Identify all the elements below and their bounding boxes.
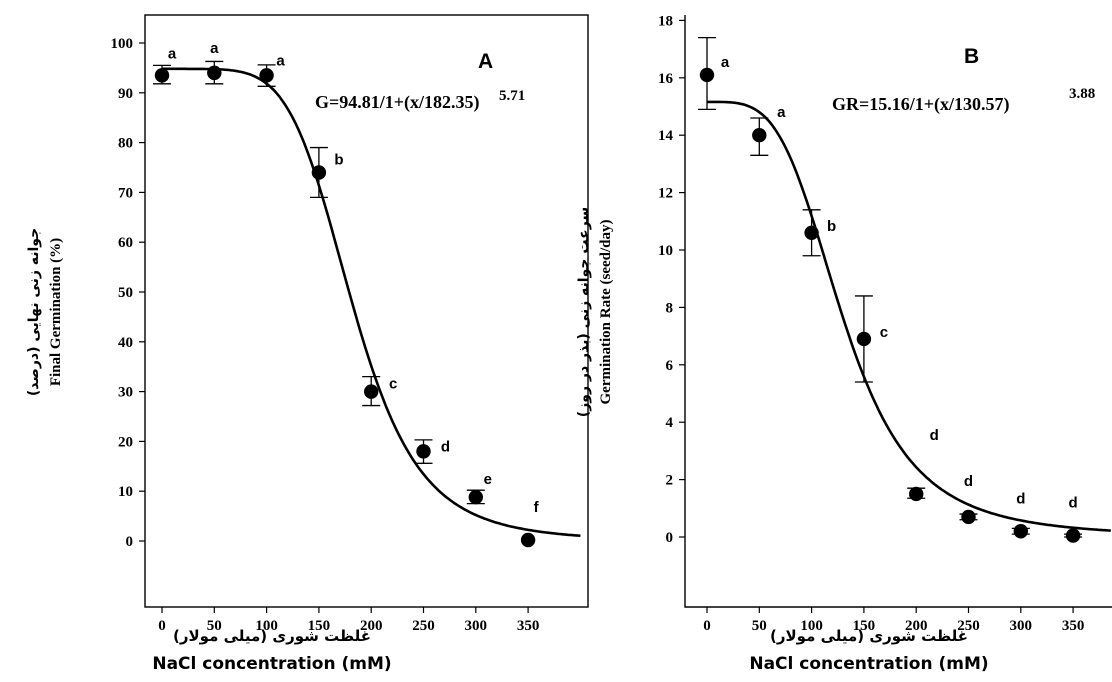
panel-b-data-point [804, 225, 819, 240]
panel-a-x-tick-label: 350 [517, 618, 540, 634]
panel-a-equation: G=94.81/1+(x/182.35) [315, 92, 480, 113]
panel-b-data-points [699, 67, 1081, 543]
panel-a-y-tick-label: 100 [111, 36, 134, 52]
panel-b-data-point [699, 67, 715, 83]
panel-b-axes [684, 15, 1112, 608]
panel-a-data-point [259, 68, 274, 83]
panel-a-y-tick-label: 50 [118, 285, 133, 301]
panel-a-data-point [520, 532, 536, 548]
panel-b-ylabel-en: Germination Rate (seed/day) [598, 220, 614, 405]
panel-b-x-tick-label: 150 [853, 618, 876, 634]
panel-a-significance-letter: d [441, 438, 450, 455]
panel-a-x-tick-label: 50 [207, 618, 222, 634]
panel-b-y-tick-label: 12 [658, 186, 673, 202]
panel-b-data-point [909, 486, 924, 502]
panel-a-y-tick-label: 60 [118, 235, 133, 251]
panel-b-y-tick-label: 6 [666, 358, 674, 374]
panel-a-significance-letter: c [389, 376, 397, 393]
panel-a-significance-letter: b [334, 151, 343, 168]
panel-b-equation: GR=15.16/1+(x/130.57) [832, 94, 1010, 115]
panel-a-data-point [154, 68, 170, 83]
panel-a-significance-letter: a [168, 45, 177, 62]
panel-b-equation-exponent: 3.88 [1069, 86, 1095, 102]
panel-a-x-tick-label: 250 [412, 618, 435, 634]
panel-b-significance-letter: d [964, 473, 973, 490]
panel-a-y-tick-label: 90 [118, 86, 133, 102]
panel-b-y-tick-label: 4 [666, 415, 674, 431]
panel-a-significance-letter: a [276, 52, 285, 69]
panel-b-y-tick-label: 16 [658, 71, 674, 87]
panel-a-x-tick-label: 100 [255, 618, 278, 634]
panel-a-data-point [416, 444, 431, 459]
panel-b-x-tick-label: 100 [800, 618, 823, 634]
panel-b-x-tick-label: 0 [703, 618, 711, 634]
panel-a-x-tick-label: 300 [465, 618, 488, 634]
panel-b-significance-letter: d [930, 427, 939, 444]
panel-b-data-point [961, 509, 976, 525]
panel-b-xlabel-en: NaCl concentration (mM) [749, 654, 988, 674]
panel-a-frame [144, 14, 589, 608]
panel-a-y-tick-label: 20 [118, 434, 133, 450]
panel-b-fit-curve [707, 100, 1111, 532]
panel-b-data-point [1065, 528, 1081, 543]
panel-a-y-tick-label: 30 [118, 385, 133, 401]
panel-b-x-tick-label: 200 [905, 618, 928, 634]
panel-a-data-point [311, 165, 327, 180]
panel-b-letter: B [964, 45, 979, 68]
panel-a-x-ticks: 0 50 100 150 200 250 300 350 [158, 607, 539, 634]
panel-a-data-point [364, 384, 379, 399]
panel-b-x-tick-label: 50 [752, 618, 767, 634]
panel-b-data-point [1013, 524, 1028, 539]
panel-b-y-tick-label: 18 [658, 13, 673, 29]
panel-a-equation-exponent: 5.71 [499, 88, 525, 104]
panel-b-significance-letter: a [777, 104, 786, 121]
panel-b-x-tick-label: 250 [957, 618, 980, 634]
panel-b-x-tick-label: 300 [1010, 618, 1033, 634]
panel-b-x-tick-label: 350 [1062, 618, 1085, 634]
panel-b-y-tick-label: 8 [666, 300, 674, 316]
panel-a: 0 10 20 30 40 50 60 70 80 90 100 0 50 100 150 200 250 30… [26, 14, 589, 674]
panel-a-y-tick-label: 40 [118, 335, 133, 351]
panel-b-data-point [752, 128, 767, 143]
panel-b-data-point [856, 331, 872, 347]
panel-a-y-tick-label: 10 [118, 484, 133, 500]
panel-b-significance-letter: d [1016, 490, 1025, 507]
panel-b-significance-letter: b [827, 218, 836, 235]
panel-a-significance-letter: e [484, 471, 492, 488]
panel-b-ylabel-fa: سرعت جوانه زنی (بذر در روز) [576, 207, 592, 417]
panel-a-xlabel-en: NaCl concentration (mM) [152, 654, 391, 674]
panel-a-x-tick-label: 0 [158, 618, 166, 634]
panel-a-x-tick-label: 200 [360, 618, 383, 634]
panel-a-data-point [468, 489, 483, 505]
panel-a-fit-curve [162, 67, 581, 537]
panel-b-y-tick-label: 14 [658, 128, 674, 144]
panel-b-significance-letter: a [721, 54, 730, 71]
panel-a-xlabel-fa: غلظت شوری (میلی مولار) [173, 627, 371, 645]
panel-a-error-bars [153, 60, 485, 505]
panel-a-significance-letters: a a a b c d e f [168, 40, 540, 516]
panel-b-y-tick-label: 0 [666, 530, 674, 546]
panel-b-x-ticks: 0 50 100 150 200 250 300 350 [703, 607, 1084, 634]
panel-a-ylabel-en: Final Germination (%) [48, 238, 64, 386]
panel-b-xlabel-fa: غلظت شوری (میلی مولار) [770, 627, 968, 645]
panel-a-x-tick-label: 150 [308, 618, 331, 634]
panel-b-y-ticks: 0 2 4 6 8 10 12 14 16 18 [658, 13, 685, 546]
panel-a-y-tick-label: 0 [126, 534, 134, 550]
panel-a-significance-letter: a [210, 40, 219, 57]
panel-b-significance-letters: a a b c d d d d [721, 54, 1078, 512]
panel-a-ylabel-fa: جوانه زنی نهایی (درصد) [26, 228, 42, 396]
panel-a-y-ticks: 0 10 20 30 40 50 60 70 80 90 100 [111, 36, 145, 550]
panel-a-data-points [154, 65, 536, 548]
panel-b-y-tick-label: 10 [658, 243, 673, 259]
panel-a-significance-letter: f [534, 499, 540, 516]
panel-b-y-tick-label: 2 [666, 473, 674, 489]
panel-a-y-tick-label: 80 [118, 136, 133, 152]
panel-b-significance-letter: d [1069, 495, 1078, 512]
panel-b-significance-letter: c [880, 324, 888, 341]
panel-a-y-tick-label: 70 [118, 185, 133, 201]
panel-a-letter: A [478, 50, 493, 73]
panel-a-data-point [207, 65, 222, 81]
